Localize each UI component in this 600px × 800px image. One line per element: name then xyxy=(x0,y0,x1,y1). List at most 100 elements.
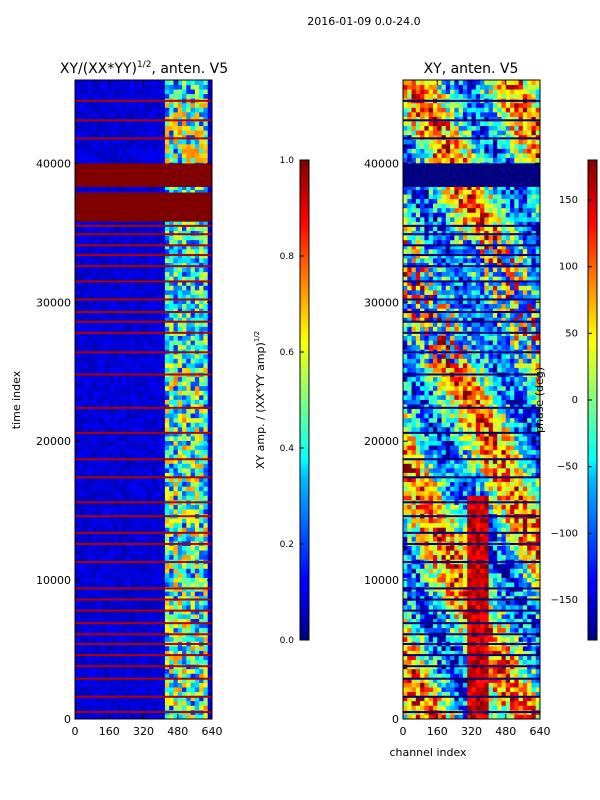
x-tick-label: 160 xyxy=(99,725,120,738)
flag-row xyxy=(75,331,212,334)
flag-row xyxy=(403,331,540,334)
flag-row xyxy=(75,244,212,247)
flag-row xyxy=(403,711,540,714)
flag-row xyxy=(403,665,540,668)
colorbar-tick-label: 100 xyxy=(559,262,578,273)
phase-colorbar-label: phase (deg) xyxy=(533,367,546,433)
flag-row xyxy=(75,609,212,612)
amplitude-title-suffix: , anten. V5 xyxy=(151,61,228,77)
amplitude-colorbar-label-main: XY amp. / (XX*YY amp) xyxy=(254,342,267,469)
y-tick-label: 10000 xyxy=(36,574,71,587)
figure-title: 2016-01-09 0.0-24.0 xyxy=(307,15,420,28)
colorbar-tick-label: −150 xyxy=(551,595,578,606)
flag-row xyxy=(403,265,540,268)
flag-row xyxy=(75,137,212,140)
flag-row xyxy=(75,515,212,518)
colorbar-tick-label: 0.8 xyxy=(280,252,295,262)
flag-row xyxy=(403,233,540,236)
colorbar-tick-label: −50 xyxy=(557,462,578,473)
flag-row xyxy=(403,633,540,636)
amplitude-title-sup: 1/2 xyxy=(137,60,151,70)
flag-row xyxy=(403,224,540,227)
x-tick-label: 480 xyxy=(167,725,188,738)
flag-row xyxy=(403,280,540,283)
flag-row xyxy=(403,587,540,590)
flag-row xyxy=(75,598,212,601)
y-tick-label: 0 xyxy=(64,713,71,726)
flag-row xyxy=(403,654,540,657)
flag-row xyxy=(75,406,212,409)
flag-row xyxy=(75,233,212,236)
flag-row xyxy=(75,254,212,257)
colorbar-tick-label: −100 xyxy=(551,528,578,539)
colorbar-tick-label: 0.6 xyxy=(280,348,295,358)
x-tick-label: 160 xyxy=(427,725,448,738)
flag-row xyxy=(403,622,540,625)
flag-row xyxy=(403,695,540,698)
flag-row xyxy=(75,458,212,461)
flag-row xyxy=(403,476,540,479)
flag-row xyxy=(75,224,212,227)
flag-row xyxy=(403,542,540,545)
colorbar-tick-label: 50 xyxy=(565,328,578,339)
y-tick-label: 0 xyxy=(392,713,399,726)
flag-row xyxy=(403,609,540,612)
flag-row xyxy=(403,598,540,601)
colorbar-tick-label: 1.0 xyxy=(280,156,295,166)
amplitude-colorbar-ticks: 0.0 0.2 0.4 0.6 0.8 1.0 xyxy=(280,156,304,646)
saturated-band xyxy=(403,163,540,187)
amplitude-heatmap xyxy=(75,80,213,720)
colorbar-tick-label: 150 xyxy=(559,195,578,206)
y-tick-label: 40000 xyxy=(36,157,71,170)
flag-row xyxy=(75,665,212,668)
flag-row xyxy=(403,531,540,534)
flag-row xyxy=(75,373,212,376)
flag-row xyxy=(403,406,540,409)
y-tick-label: 30000 xyxy=(36,296,71,309)
amplitude-colorbar: 0.0 0.2 0.4 0.6 0.8 1.0 XY amp. / (XX*YY amp)… xyxy=(253,156,310,646)
phase-colorbar: −150 −100 −50 0 50 100 150 phase (deg) xyxy=(533,159,598,641)
flag-row xyxy=(403,515,540,518)
flag-row xyxy=(75,501,212,504)
x-tick-label: 640 xyxy=(530,725,551,738)
flag-row xyxy=(75,280,212,283)
flag-row xyxy=(75,561,212,564)
phase-colorbar-ticks: −150 −100 −50 0 50 100 150 xyxy=(551,195,592,606)
flag-row xyxy=(403,501,540,504)
flag-row xyxy=(403,642,540,645)
phase-panel-title: XY, anten. V5 xyxy=(424,61,519,77)
colorbar-tick-label: 0.4 xyxy=(280,444,295,454)
y-tick-label: 30000 xyxy=(364,296,399,309)
saturated-band xyxy=(75,192,212,222)
flag-row xyxy=(403,137,540,140)
phase-axes: 0 160 320 480 640 0 10000 20000 30000 40000 xyxy=(364,80,551,738)
flag-row xyxy=(403,458,540,461)
flag-row xyxy=(75,654,212,657)
phase-heatmap xyxy=(403,80,541,720)
amplitude-panel-title: XY/(XX*YY)1/2, anten. V5 xyxy=(60,60,228,77)
amplitude-colorbar-label-sup: 1/2 xyxy=(253,331,261,342)
flag-row xyxy=(75,642,212,645)
flag-row xyxy=(403,320,540,323)
flag-row xyxy=(75,320,212,323)
flag-row xyxy=(403,298,540,301)
x-tick-label: 0 xyxy=(400,725,407,738)
flag-row xyxy=(403,99,540,102)
amplitude-ylabel: time index xyxy=(10,370,23,429)
flag-row xyxy=(403,373,540,376)
flag-row xyxy=(75,476,212,479)
x-tick-label: 320 xyxy=(461,725,482,738)
amplitude-colorbar-label: XY amp. / (XX*YY amp)1/2 xyxy=(253,331,267,469)
y-tick-label: 10000 xyxy=(364,574,399,587)
flag-row xyxy=(403,310,540,313)
amplitude-panel: XY/(XX*YY)1/2, anten. V5 0 160 320 480 640 0 1… xyxy=(10,60,228,738)
x-tick-label: 320 xyxy=(133,725,154,738)
flag-row xyxy=(75,431,212,434)
flag-row xyxy=(403,677,540,680)
amplitude-title-main: XY/(XX*YY) xyxy=(60,61,137,77)
flag-row xyxy=(75,695,212,698)
saturated-band xyxy=(75,163,212,187)
flag-row xyxy=(403,244,540,247)
x-tick-label: 480 xyxy=(495,725,516,738)
